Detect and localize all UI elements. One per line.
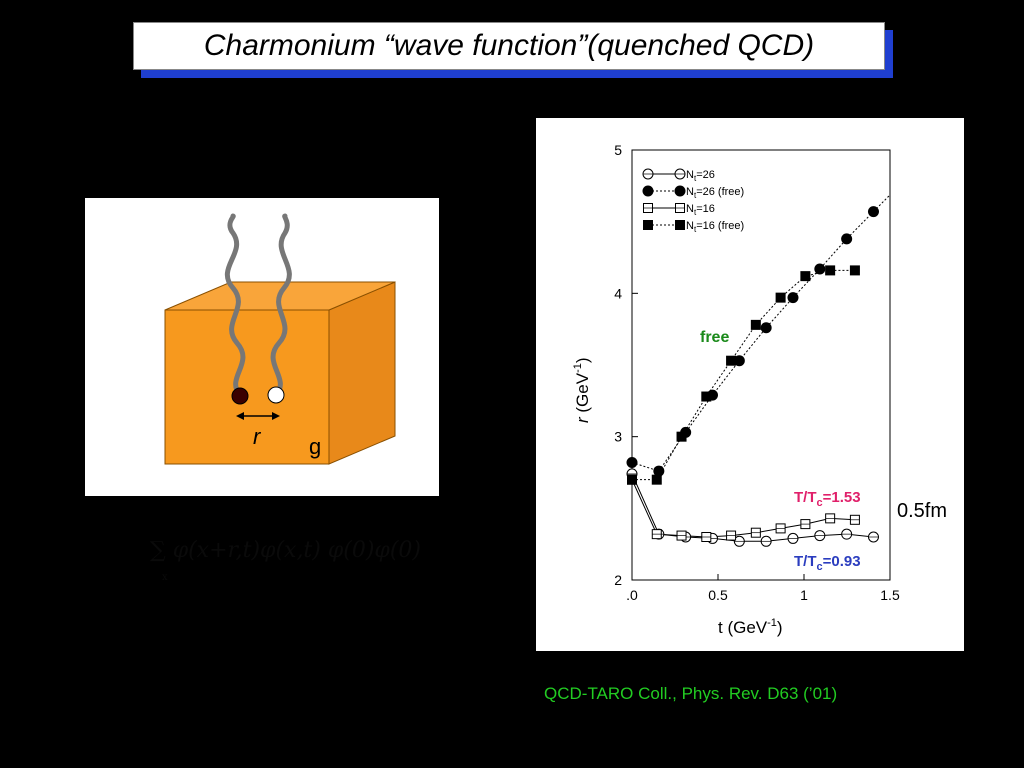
x-axis-label-sup: -1 [767,617,777,629]
legend-label-main: N [686,220,694,232]
y-axis-label-sup: -1 [572,363,584,373]
legend-label-main: N [686,203,694,215]
data-point-circle-filled [674,185,686,197]
t093-annotation: T/Tc=0.93 [794,553,861,573]
legend-label-sub: t [694,174,697,183]
citation: QCD-TARO Coll., Phys. Rev. D63 (’01) [544,684,838,703]
data-point-circle-filled [653,465,665,477]
cube-front-face [164,309,330,465]
data-point-square-filled [627,474,637,485]
y-axis-label: r (GeV-1) [572,357,592,423]
data-point-square-filled [750,319,761,330]
y-tick-label: 3 [614,429,622,445]
left-string [224,213,246,398]
legend-label-sub: t [694,208,697,217]
y-tick-label: 4 [614,285,622,301]
t153-annotation: T/Tc=1.53 [794,489,861,509]
series-line [631,473,874,542]
x-tick-label: 1.5 [880,587,900,603]
data-point-circle-filled [841,233,853,245]
t093-end: =0.93 [823,553,861,570]
correlator-formula: ∑ φ(x+r,t)φ(x,t) φ(0)φ(0) [150,538,421,563]
y-axis-label-main: (GeV [573,372,592,417]
title-box: Charmonium “wave function”(quenched QCD) [133,22,885,70]
legend-box [636,160,796,232]
legend-label-rest: =16 (free) [696,220,744,232]
legend-label-rest: =26 [696,169,715,181]
right-string [270,213,292,398]
data-point-circle-filled [626,456,638,468]
separation-label: r [253,424,262,449]
data-point-square-filled [651,474,662,485]
scale-annotation: 0.5fm [897,500,948,522]
x-axis-label-main: t (GeV [718,618,768,637]
data-point-circle-filled [733,355,745,367]
formula-subscript: x [162,572,168,583]
x-axis-label-end: ) [777,618,783,637]
arrow-head-right [272,412,280,420]
series-line [631,211,874,472]
data-point-square-filled [726,355,737,366]
t093-sub: c [817,561,823,573]
data-point-square-filled [701,391,712,402]
y-tick-label: 2 [614,572,622,588]
legend-label-sub: t [694,191,697,200]
legend-label: Nt=26 [686,169,715,183]
cube-illustration: r g [164,213,396,465]
data-point-square-filled [825,265,836,276]
arrow-head-left [236,412,244,420]
series-line [631,479,855,538]
legend-label-main: N [686,186,694,198]
legend-label-rest: =26 (free) [696,186,744,198]
data-point-circle-filled [642,185,654,197]
x-tick-label: 0.5 [708,587,728,603]
data-point-circle-filled [787,292,799,304]
legend-label: Nt=16 (free) [686,220,744,234]
data-point-circle-filled [814,263,826,275]
cube-side-face [328,281,396,465]
data-point-square-filled [643,220,653,230]
free-annotation: free [700,329,729,346]
y-tick-label: 5 [614,142,622,158]
t153-sub: c [817,497,823,509]
data-point-square-filled [800,271,811,282]
series-line [632,269,855,481]
x-tick-label: 1 [800,587,808,603]
x-axis-label: t (GeV-1) [718,617,783,637]
legend-label-sub: t [694,225,697,234]
x-tick-label: .0 [626,587,638,603]
box-label: g [309,434,321,459]
chart-panel: .0 0.5 1 1.5 2 3 4 5 Nt=26 Nt=26 (free) Nt=16 Nt=1… [536,118,964,651]
t093-main: T/T [794,553,817,570]
data-point-square-filled [675,220,685,230]
plot-frame [631,149,891,581]
legend-label: Nt=26 (free) [686,186,744,200]
data-point-square-filled [775,292,786,303]
slide-title: Charmonium “wave function”(quenched QCD) [203,29,815,62]
t153-end: =1.53 [823,489,861,506]
legend-label-main: N [686,169,694,181]
antiquark-dot [267,386,285,404]
y-axis-label-var: r [573,416,592,423]
t153-main: T/T [794,489,817,506]
legend-label-rest: =16 [696,203,715,215]
charmonium-diagram: r g [85,198,439,496]
data-point-circle-filled [867,206,879,218]
data-point-square-filled [849,265,860,276]
data-point-square-filled [676,431,687,442]
legend-label: Nt=16 [686,203,715,217]
quark-dot [231,387,249,405]
y-axis-label-end: ) [573,357,592,363]
data-point-circle-filled [760,322,772,334]
